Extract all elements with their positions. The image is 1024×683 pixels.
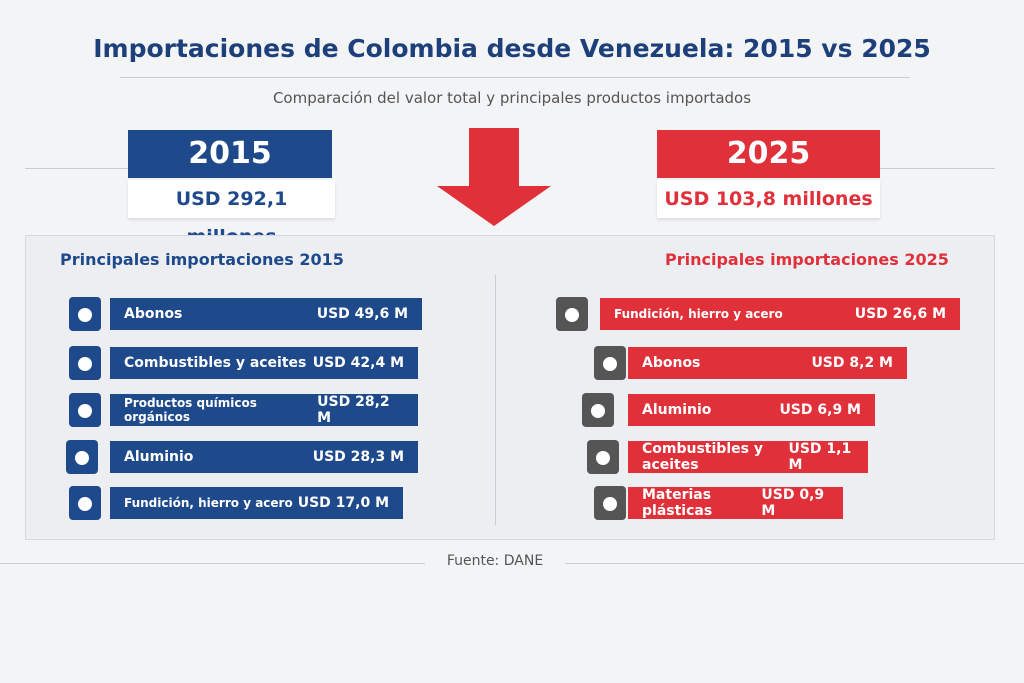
item-value: USD 42,4 M xyxy=(312,355,404,371)
bar: Abonos USD 49,6 M xyxy=(110,298,422,330)
title: Importaciones de Colombia desde Venezuel… xyxy=(93,34,931,63)
bar: Materias plásticas USD 0,9 M xyxy=(628,487,843,519)
item-value: USD 1,1 M xyxy=(788,441,852,473)
item-value: USD 8,2 M xyxy=(811,355,893,371)
bar: Fundición, hierro y acero USD 26,6 M xyxy=(600,298,960,330)
icon xyxy=(65,342,105,382)
item-value: USD 6,9 M xyxy=(779,402,861,418)
bar: Abonos USD 8,2 M xyxy=(628,347,907,379)
rule xyxy=(25,168,128,169)
icon xyxy=(590,482,630,522)
icon xyxy=(65,482,105,522)
item-label: Fundición, hierro y acero xyxy=(124,496,293,510)
item-value: USD 28,2 M xyxy=(317,394,390,426)
down-arrow xyxy=(437,128,551,226)
item-value: USD 28,3 M xyxy=(312,449,404,465)
bar: Aluminio USD 6,9 M xyxy=(628,394,875,426)
subtitle: Comparación del valor total y principale… xyxy=(272,89,752,107)
item-label: Abonos xyxy=(642,355,701,371)
source: Fuente: DANE xyxy=(446,553,544,569)
bar: Combustibles y aceites USD 1,1 M xyxy=(628,441,868,473)
item-value: USD 26,6 M xyxy=(854,306,946,322)
item-value: USD 49,6 M xyxy=(316,306,408,322)
item-label: Fundición, hierro y acero xyxy=(614,307,783,321)
item-value: USD 0,9 M xyxy=(761,487,825,519)
rule xyxy=(880,168,995,169)
year-2015: 2015 xyxy=(128,130,332,178)
heading-2025: Principales importaciones 2025 xyxy=(665,250,949,269)
icon xyxy=(62,436,102,476)
item-label: Aluminio xyxy=(642,402,712,418)
rule xyxy=(565,563,1024,564)
icon xyxy=(65,293,105,333)
bar: Productos químicos orgánicos USD 28,2 M xyxy=(110,394,418,426)
item-label: Productos químicos orgánicos xyxy=(124,396,257,424)
item-label: Combustibles y aceites xyxy=(642,441,763,473)
item-value: USD 17,0 M xyxy=(297,495,389,511)
item-label: Combustibles y aceites xyxy=(124,355,307,371)
rule xyxy=(120,77,910,78)
icon xyxy=(65,389,105,429)
total-2025: USD 103,8 millones xyxy=(657,180,880,218)
item-label: Aluminio xyxy=(124,449,194,465)
bar: Aluminio USD 28,3 M xyxy=(110,441,418,473)
item-label: Abonos xyxy=(124,306,183,322)
icon xyxy=(552,293,592,333)
bar: Combustibles y aceites USD 42,4 M xyxy=(110,347,418,379)
rule xyxy=(0,563,425,564)
divider xyxy=(495,275,496,525)
bar: Fundición, hierro y acero USD 17,0 M xyxy=(110,487,403,519)
year-2025: 2025 xyxy=(657,130,880,178)
icon xyxy=(578,389,618,429)
icon xyxy=(590,342,630,382)
icon xyxy=(583,436,623,476)
item-label: Materias plásticas xyxy=(642,487,713,519)
heading-2015: Principales importaciones 2015 xyxy=(60,250,344,269)
total-2015: USD 292,1 millones xyxy=(128,180,335,248)
